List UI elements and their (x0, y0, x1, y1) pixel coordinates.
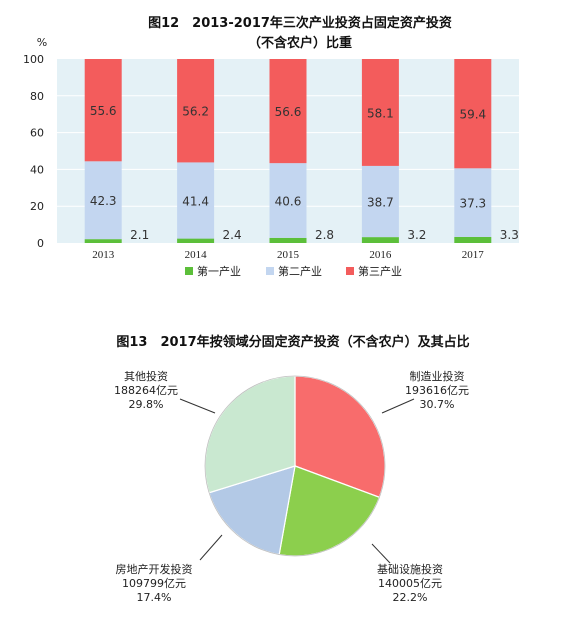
y-tick-label: 20 (30, 200, 44, 213)
bar-segment (454, 59, 492, 169)
x-tick-label: 2017 (462, 249, 485, 261)
data-label: 2.8 (315, 228, 334, 242)
bar-segment (177, 59, 215, 163)
pie-label-text: 188264亿元 (114, 384, 178, 397)
data-label: 40.6 (275, 194, 302, 208)
data-label: 59.4 (459, 108, 486, 122)
bar-segment (269, 237, 307, 243)
pie-label-text: 制造业投资 (410, 369, 465, 383)
y-tick-label: 0 (37, 237, 44, 250)
bar-legend: 第一产业 第二产业 第三产业 (185, 264, 402, 278)
bar-segment (361, 59, 399, 166)
stacked-bars: 2.1 42.3 55.6 2.4 41.4 56.2 2.8 40.6 56.6 3.2 38.7… (84, 59, 519, 243)
data-label: 41.4 (182, 194, 209, 208)
pie-label-text: 17.4% (137, 591, 172, 604)
pie-label-text: 房地产开发投资 (116, 562, 193, 576)
pie-chart-title: 图13 2017年按领域分固定资产投资（不含农户）及其占比 (116, 334, 469, 350)
pie-label-text: 30.7% (420, 398, 455, 411)
y-tick-label: 100 (23, 53, 44, 66)
bar-segment (84, 239, 122, 243)
legend-label: 第一产业 (197, 264, 241, 278)
x-tick-label: 2015 (277, 249, 300, 261)
bar-chart-title: 图12 2013-2017年三次产业投资占固定资产投资 (148, 15, 452, 31)
y-tick-label: 60 (30, 127, 44, 140)
pie-chart (204, 375, 386, 557)
leader-line (199, 534, 223, 561)
pie-label-text: 22.2% (393, 591, 428, 604)
leader-line (381, 398, 415, 414)
bar-segment (269, 163, 307, 238)
bar-segment (454, 168, 492, 237)
data-label: 37.3 (459, 197, 486, 211)
pie-outline (204, 375, 386, 557)
data-label: 3.3 (500, 228, 519, 242)
y-axis-unit: % (37, 36, 47, 49)
legend-swatch (266, 267, 274, 275)
data-label: 3.2 (407, 228, 426, 242)
data-label: 56.6 (275, 105, 302, 119)
pie-label-text: 其他投资 (124, 369, 168, 383)
legend-label: 第三产业 (358, 264, 402, 278)
bar-segment (269, 59, 307, 164)
bar-segment (361, 237, 399, 243)
bar-segment (361, 165, 399, 238)
bar-segment (454, 236, 492, 243)
data-label: 2.4 (223, 228, 242, 242)
bar-segment (177, 162, 215, 239)
x-tick-label: 2016 (369, 249, 392, 261)
pie-label-text: 193616亿元 (405, 384, 469, 397)
legend-swatch (346, 267, 354, 275)
data-label: 55.6 (90, 104, 117, 118)
data-label: 58.1 (367, 106, 394, 120)
data-label: 2.1 (130, 228, 149, 242)
bar-segment (177, 238, 215, 243)
pie-label-text: 基础设施投资 (377, 562, 443, 576)
bar-segment (84, 161, 122, 240)
legend-label: 第二产业 (278, 264, 322, 278)
data-label: 42.3 (90, 194, 117, 208)
pie-label-text: 29.8% (129, 398, 164, 411)
pie-label-text: 109799亿元 (122, 577, 186, 590)
leader-line (179, 398, 216, 414)
y-tick-label: 80 (30, 90, 44, 103)
y-axis-ticks: 0 20 40 60 80 100 (23, 53, 44, 250)
data-label: 38.7 (367, 196, 394, 210)
data-label: 56.2 (182, 105, 209, 119)
pie-label-text: 140005亿元 (378, 577, 442, 590)
x-tick-label: 2014 (185, 249, 208, 261)
x-axis-ticks: 2013 2014 2015 2016 2017 (92, 249, 484, 261)
bar-chart-subtitle: （不含农户）比重 (248, 35, 352, 51)
x-tick-label: 2013 (92, 249, 115, 261)
leader-line (371, 543, 391, 564)
legend-swatch (185, 267, 193, 275)
y-tick-label: 40 (30, 163, 44, 176)
bar-segment (84, 59, 122, 162)
